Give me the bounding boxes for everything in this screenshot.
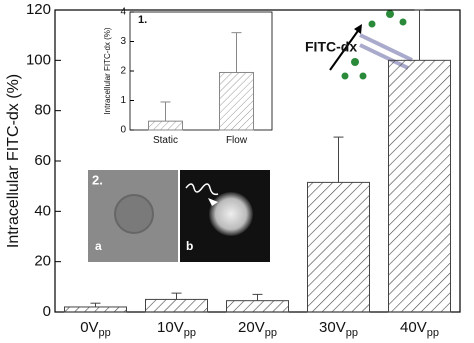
bar	[145, 298, 208, 313]
y-tick-label: 4	[120, 7, 126, 18]
category-label: Static	[153, 135, 178, 146]
y-axis-label: Intracellular FITC-dx (%)	[103, 27, 112, 114]
y-tick-label: 3	[120, 36, 126, 47]
y-tick-label: 80	[34, 102, 51, 119]
category-subscript: pp	[346, 327, 358, 339]
bar	[226, 300, 289, 313]
bar	[148, 120, 183, 131]
category-label: 40V	[400, 319, 427, 336]
category-label: 10V	[157, 319, 184, 336]
category-subscript: pp	[427, 327, 439, 339]
y-tick-label: 0	[43, 303, 51, 320]
annotation: FITC-dx	[305, 39, 357, 55]
inset-title: 1.	[138, 14, 147, 26]
annotation: a	[95, 239, 102, 253]
y-tick-label: 40	[34, 202, 51, 219]
category-label: Flow	[226, 135, 248, 146]
micrograph	[88, 170, 270, 262]
y-axis-label: Intracellular FITC-dx (%)	[5, 74, 22, 248]
x-tick-label: Flow	[226, 135, 248, 146]
x-tick-label: 20Vpp	[238, 319, 277, 339]
x-tick-label: Static	[153, 135, 178, 146]
annotation: 2.	[92, 172, 103, 187]
y-tick-label: 120	[26, 1, 51, 18]
x-tick-label: 10Vpp	[157, 319, 196, 339]
bar	[388, 59, 451, 313]
category-subscript: pp	[99, 327, 111, 339]
x-tick-label: 0Vpp	[80, 319, 111, 339]
category-subscript: pp	[265, 327, 277, 339]
x-tick-label: 40Vpp	[400, 319, 439, 339]
category-subscript: pp	[184, 327, 196, 339]
y-tick-label: 60	[34, 152, 51, 169]
y-tick-label: 100	[26, 51, 51, 68]
y-tick-label: 0	[120, 125, 126, 136]
y-tick-label: 2	[120, 66, 126, 77]
category-label: 30V	[319, 319, 346, 336]
bar	[219, 71, 254, 131]
annotation: b	[186, 239, 193, 253]
bar	[307, 181, 370, 313]
category-label: 20V	[238, 319, 265, 336]
vessel-icon	[329, 10, 413, 80]
y-tick-label: 1	[120, 95, 126, 106]
x-tick-label: 30Vpp	[319, 319, 358, 339]
bar	[64, 306, 127, 313]
y-tick-label: 20	[34, 253, 51, 270]
category-label: 0V	[80, 319, 98, 336]
